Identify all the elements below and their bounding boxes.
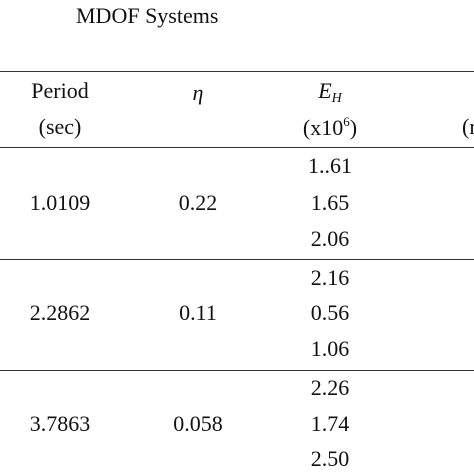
group-divider-rule (0, 370, 474, 372)
group-divider-rule (0, 259, 474, 261)
eh-cell: 1.06 (310, 336, 350, 361)
header-period-unit: (sec) (38, 114, 82, 139)
eh-cell: 0.56 (310, 300, 350, 325)
header-eh-unit-close: ) (349, 115, 358, 140)
period-cell: 3.7863 (29, 411, 91, 436)
eh-cell: 2.50 (310, 446, 350, 471)
period-cell: 1.0109 (29, 190, 91, 215)
table-caption: MDOF Systems (76, 3, 219, 28)
eh-cell: 2.06 (310, 226, 350, 251)
eta-cell: 0.22 (178, 190, 218, 215)
eta-cell: 0.11 (179, 300, 217, 325)
header-eta: η (192, 80, 204, 105)
period-cell: 2.2862 (29, 300, 91, 325)
table-top-rule (0, 71, 474, 73)
eh-cell: 1..61 (308, 153, 352, 178)
header-eh-unit-base: (x10 (302, 115, 344, 140)
header-period-label: Period (31, 78, 89, 103)
header-eh-letter: E (318, 78, 332, 103)
eh-cell: 1.65 (310, 190, 350, 215)
eh-cell: 2.16 (310, 265, 350, 290)
header-rule (0, 147, 474, 149)
header-eh-unit-exponent: 6 (343, 114, 350, 129)
header-eh-unit: (x106) (303, 114, 357, 141)
eta-cell: 0.058 (173, 411, 223, 436)
header-cut-column: (r (462, 114, 474, 139)
header-eh-symbol: EH (318, 78, 342, 107)
eh-cell: 2.26 (310, 375, 350, 400)
header-eh-subscript: H (331, 91, 342, 106)
eh-cell: 1.74 (310, 411, 350, 436)
